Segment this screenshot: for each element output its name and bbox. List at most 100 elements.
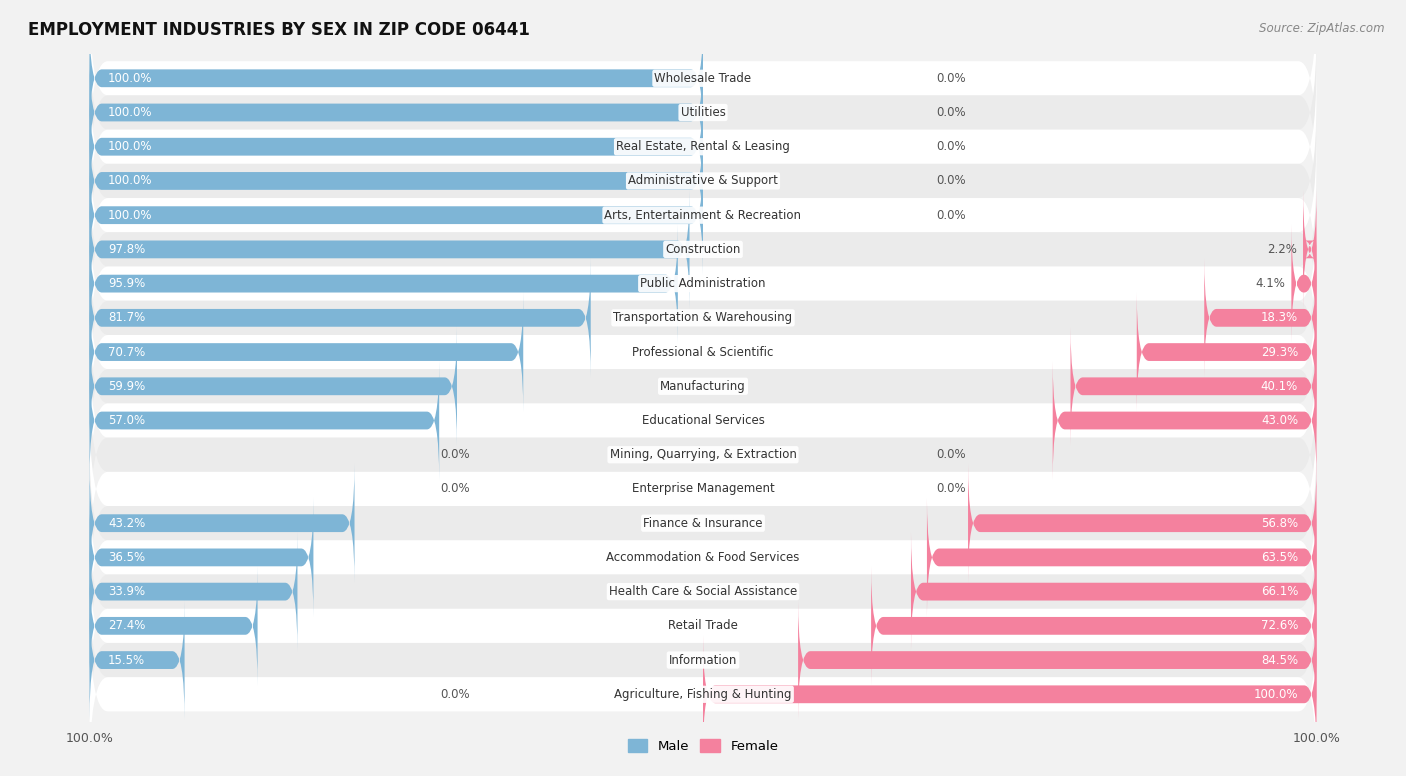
Text: 95.9%: 95.9% [108, 277, 145, 290]
Text: Finance & Insurance: Finance & Insurance [644, 517, 762, 530]
FancyBboxPatch shape [969, 463, 1316, 583]
Text: Utilities: Utilities [681, 106, 725, 119]
Text: Health Care & Social Assistance: Health Care & Social Assistance [609, 585, 797, 598]
Text: 100.0%: 100.0% [108, 209, 152, 222]
FancyBboxPatch shape [90, 164, 1316, 335]
FancyBboxPatch shape [1205, 258, 1316, 377]
FancyBboxPatch shape [1053, 361, 1316, 480]
Text: 56.8%: 56.8% [1261, 517, 1298, 530]
Text: 40.1%: 40.1% [1261, 379, 1298, 393]
FancyBboxPatch shape [90, 190, 689, 309]
FancyBboxPatch shape [90, 61, 1316, 232]
Text: Professional & Scientific: Professional & Scientific [633, 345, 773, 359]
Text: 100.0%: 100.0% [108, 71, 152, 85]
Text: Educational Services: Educational Services [641, 414, 765, 427]
Text: Mining, Quarrying, & Extraction: Mining, Quarrying, & Extraction [610, 449, 796, 461]
FancyBboxPatch shape [90, 463, 354, 583]
Text: Public Administration: Public Administration [640, 277, 766, 290]
Text: 72.6%: 72.6% [1261, 619, 1298, 632]
Text: 0.0%: 0.0% [440, 483, 470, 495]
Text: 0.0%: 0.0% [936, 71, 966, 85]
FancyBboxPatch shape [1137, 293, 1316, 411]
Text: 0.0%: 0.0% [936, 106, 966, 119]
FancyBboxPatch shape [90, 130, 1316, 301]
Text: Arts, Entertainment & Recreation: Arts, Entertainment & Recreation [605, 209, 801, 222]
FancyBboxPatch shape [1070, 327, 1316, 446]
Text: Construction: Construction [665, 243, 741, 256]
Text: 43.0%: 43.0% [1261, 414, 1298, 427]
FancyBboxPatch shape [90, 0, 1316, 164]
Text: 33.9%: 33.9% [108, 585, 145, 598]
Text: 2.2%: 2.2% [1267, 243, 1296, 256]
Text: 29.3%: 29.3% [1261, 345, 1298, 359]
Text: Source: ZipAtlas.com: Source: ZipAtlas.com [1260, 22, 1385, 35]
FancyBboxPatch shape [90, 498, 314, 617]
Text: 4.1%: 4.1% [1256, 277, 1285, 290]
Text: 0.0%: 0.0% [440, 688, 470, 701]
Text: 63.5%: 63.5% [1261, 551, 1298, 564]
FancyBboxPatch shape [90, 532, 298, 651]
Text: 43.2%: 43.2% [108, 517, 145, 530]
FancyBboxPatch shape [90, 335, 1316, 506]
FancyBboxPatch shape [1303, 190, 1316, 309]
FancyBboxPatch shape [90, 540, 1316, 712]
FancyBboxPatch shape [90, 156, 703, 275]
Text: 81.7%: 81.7% [108, 311, 145, 324]
Text: 66.1%: 66.1% [1261, 585, 1298, 598]
Text: Agriculture, Fishing & Hunting: Agriculture, Fishing & Hunting [614, 688, 792, 701]
FancyBboxPatch shape [927, 498, 1316, 617]
FancyBboxPatch shape [90, 121, 703, 241]
Text: Retail Trade: Retail Trade [668, 619, 738, 632]
Text: Transportation & Warehousing: Transportation & Warehousing [613, 311, 793, 324]
Text: 100.0%: 100.0% [108, 140, 152, 153]
FancyBboxPatch shape [90, 224, 678, 343]
Text: 27.4%: 27.4% [108, 619, 145, 632]
FancyBboxPatch shape [90, 53, 703, 172]
Text: 18.3%: 18.3% [1261, 311, 1298, 324]
Text: 84.5%: 84.5% [1261, 653, 1298, 667]
FancyBboxPatch shape [90, 293, 523, 411]
FancyBboxPatch shape [703, 635, 1316, 753]
FancyBboxPatch shape [90, 266, 1316, 438]
Text: Information: Information [669, 653, 737, 667]
Text: Administrative & Support: Administrative & Support [628, 175, 778, 188]
FancyBboxPatch shape [90, 472, 1316, 643]
FancyBboxPatch shape [90, 258, 591, 377]
Text: 59.9%: 59.9% [108, 379, 145, 393]
FancyBboxPatch shape [90, 566, 257, 685]
FancyBboxPatch shape [90, 608, 1316, 776]
FancyBboxPatch shape [90, 327, 457, 446]
Text: Accommodation & Food Services: Accommodation & Food Services [606, 551, 800, 564]
Legend: Male, Female: Male, Female [623, 733, 783, 758]
Text: 0.0%: 0.0% [936, 483, 966, 495]
Text: 70.7%: 70.7% [108, 345, 145, 359]
FancyBboxPatch shape [90, 95, 1316, 266]
FancyBboxPatch shape [90, 361, 439, 480]
Text: 100.0%: 100.0% [108, 106, 152, 119]
FancyBboxPatch shape [90, 232, 1316, 404]
Text: 0.0%: 0.0% [936, 449, 966, 461]
FancyBboxPatch shape [90, 404, 1316, 574]
Text: 36.5%: 36.5% [108, 551, 145, 564]
FancyBboxPatch shape [90, 301, 1316, 472]
Text: Wholesale Trade: Wholesale Trade [654, 71, 752, 85]
Text: Real Estate, Rental & Leasing: Real Estate, Rental & Leasing [616, 140, 790, 153]
FancyBboxPatch shape [872, 566, 1316, 685]
FancyBboxPatch shape [90, 87, 703, 206]
Text: 0.0%: 0.0% [936, 209, 966, 222]
Text: 57.0%: 57.0% [108, 414, 145, 427]
FancyBboxPatch shape [90, 198, 1316, 369]
Text: 100.0%: 100.0% [1254, 688, 1298, 701]
Text: 0.0%: 0.0% [440, 449, 470, 461]
Text: Manufacturing: Manufacturing [661, 379, 745, 393]
Text: 15.5%: 15.5% [108, 653, 145, 667]
FancyBboxPatch shape [90, 506, 1316, 677]
Text: 0.0%: 0.0% [936, 140, 966, 153]
FancyBboxPatch shape [799, 601, 1316, 719]
Text: 0.0%: 0.0% [936, 175, 966, 188]
FancyBboxPatch shape [90, 27, 1316, 198]
FancyBboxPatch shape [90, 438, 1316, 608]
FancyBboxPatch shape [90, 574, 1316, 746]
FancyBboxPatch shape [90, 601, 184, 719]
Text: 97.8%: 97.8% [108, 243, 145, 256]
